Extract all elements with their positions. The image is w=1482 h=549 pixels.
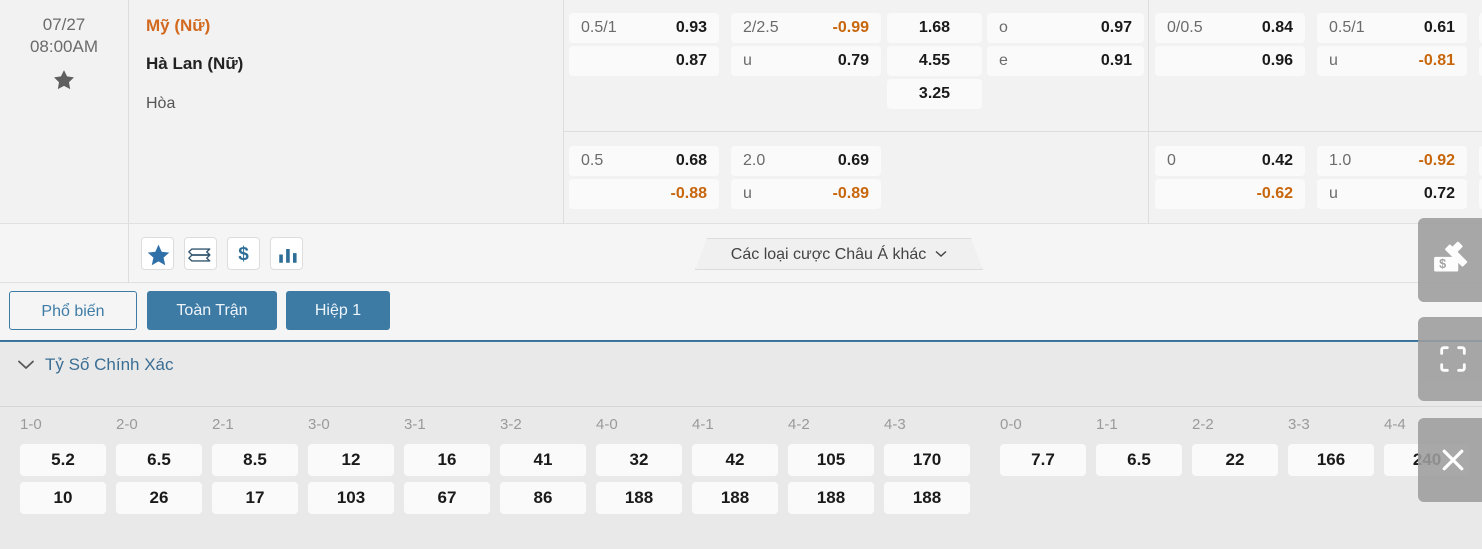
svg-text:$: $ bbox=[1439, 257, 1446, 271]
